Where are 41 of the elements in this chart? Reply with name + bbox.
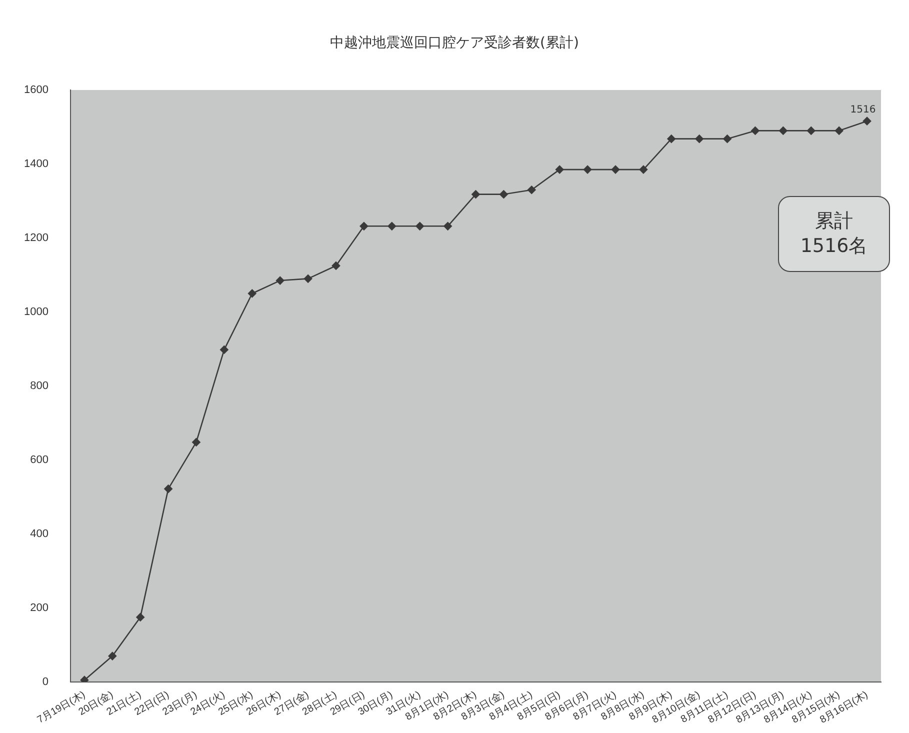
point bbox=[834, 126, 844, 135]
point bbox=[276, 276, 284, 285]
point bbox=[806, 126, 816, 135]
point bbox=[248, 289, 256, 298]
chart-title: 中越沖地震巡回口腔ケア受診者数(累計) bbox=[329, 34, 580, 52]
y-tick-label: 800 bbox=[30, 380, 48, 392]
point bbox=[527, 186, 536, 194]
point bbox=[862, 116, 872, 126]
point bbox=[751, 126, 760, 135]
y-tick-label: 0 bbox=[42, 676, 48, 688]
y-tick-label: 200 bbox=[30, 602, 48, 614]
point bbox=[639, 165, 648, 174]
point bbox=[723, 134, 732, 143]
point bbox=[332, 262, 340, 270]
point bbox=[304, 274, 312, 283]
y-tick-label: 600 bbox=[30, 454, 48, 466]
point bbox=[360, 222, 368, 230]
point bbox=[220, 346, 228, 354]
data-label: 1516 bbox=[850, 104, 876, 116]
point bbox=[695, 134, 704, 143]
point bbox=[667, 134, 676, 143]
point bbox=[416, 222, 424, 230]
point bbox=[80, 676, 89, 682]
point bbox=[136, 613, 144, 622]
speech-bubble: 累計 1516名 bbox=[778, 196, 890, 272]
point bbox=[192, 438, 200, 446]
point bbox=[555, 165, 564, 174]
point bbox=[500, 190, 508, 198]
y-tick-label: 1200 bbox=[24, 232, 48, 244]
point bbox=[583, 165, 592, 174]
point bbox=[779, 126, 788, 135]
point bbox=[388, 222, 396, 230]
point bbox=[611, 165, 620, 174]
point bbox=[164, 484, 172, 493]
y-tick-label: 400 bbox=[30, 528, 48, 540]
point bbox=[472, 190, 480, 198]
y-tick-label: 1000 bbox=[24, 306, 48, 318]
y-tick-label: 1600 bbox=[24, 84, 48, 96]
y-tick-label: 1400 bbox=[24, 158, 48, 170]
point bbox=[444, 222, 452, 230]
point bbox=[108, 652, 117, 660]
